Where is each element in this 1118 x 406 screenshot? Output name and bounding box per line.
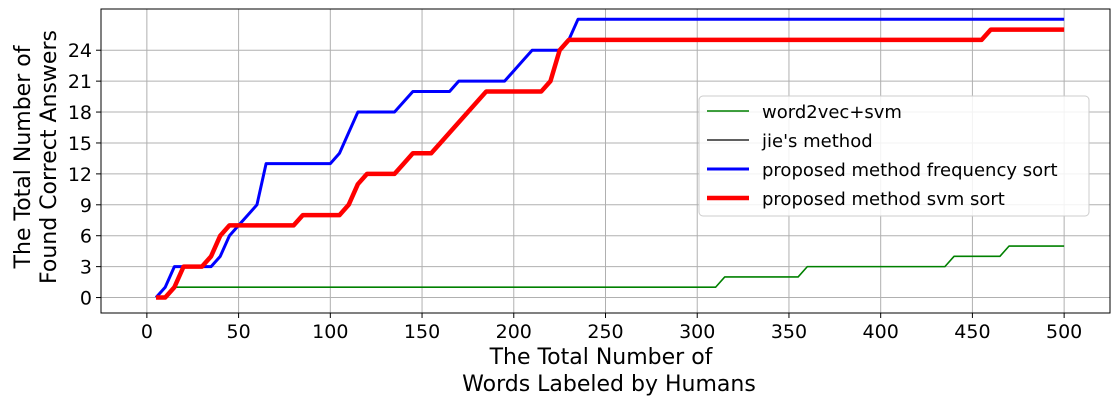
x-axis: 0 50 100 150 200 250 300 350 400 450 500 — [141, 313, 1082, 343]
x-tick-label: 200 — [496, 321, 532, 343]
legend-label-word2vec-svm: word2vec+svm — [762, 102, 902, 123]
y-tick-label: 21 — [68, 71, 92, 93]
x-tick-label: 400 — [863, 321, 899, 343]
legend: word2vec+svm jie's method proposed metho… — [698, 95, 1090, 217]
x-tick-label: 300 — [679, 321, 715, 343]
x-axis-title-line-2: Words Labeled by Humans — [462, 372, 756, 397]
y-tick-label: 3 — [80, 257, 92, 279]
y-tick-label: 12 — [68, 164, 92, 186]
y-tick-label: 24 — [68, 40, 92, 62]
y-axis-title: The Total Number of Found Correct Answer… — [11, 30, 62, 284]
legend-label-jies-method: jie's method — [761, 131, 873, 152]
x-tick-label: 150 — [404, 321, 440, 343]
y-tick-label: 0 — [80, 288, 92, 310]
y-axis: 0 3 6 9 12 15 18 21 24 — [68, 40, 101, 310]
y-tick-label: 9 — [80, 195, 92, 217]
legend-label-svm-sort: proposed method svm sort — [762, 189, 1005, 210]
y-axis-title-line-1: The Total Number of — [11, 44, 36, 269]
series-line-proposed-method-svm-sort — [156, 27, 1065, 300]
x-tick-label: 350 — [771, 321, 807, 343]
plot-series — [154, 17, 1065, 300]
legend-box — [698, 95, 1090, 217]
x-tick-label: 0 — [141, 321, 153, 343]
x-axis-title-line-1: The Total Number of — [489, 345, 714, 370]
x-tick-label: 100 — [312, 321, 348, 343]
x-tick-label: 500 — [1046, 321, 1082, 343]
x-tick-label: 250 — [587, 321, 623, 343]
y-tick-label: 18 — [68, 102, 92, 124]
y-tick-label: 15 — [68, 133, 92, 155]
x-tick-label: 450 — [954, 321, 990, 343]
series-line-proposed-method-frequency-sort — [154, 17, 1065, 299]
legend-label-frequency-sort: proposed method frequency sort — [762, 160, 1058, 181]
series-line-word2vec-svm — [156, 245, 1065, 299]
x-tick-label: 50 — [226, 321, 250, 343]
y-axis-title-line-2: Found Correct Answers — [37, 30, 62, 284]
y-tick-label: 6 — [80, 226, 92, 248]
